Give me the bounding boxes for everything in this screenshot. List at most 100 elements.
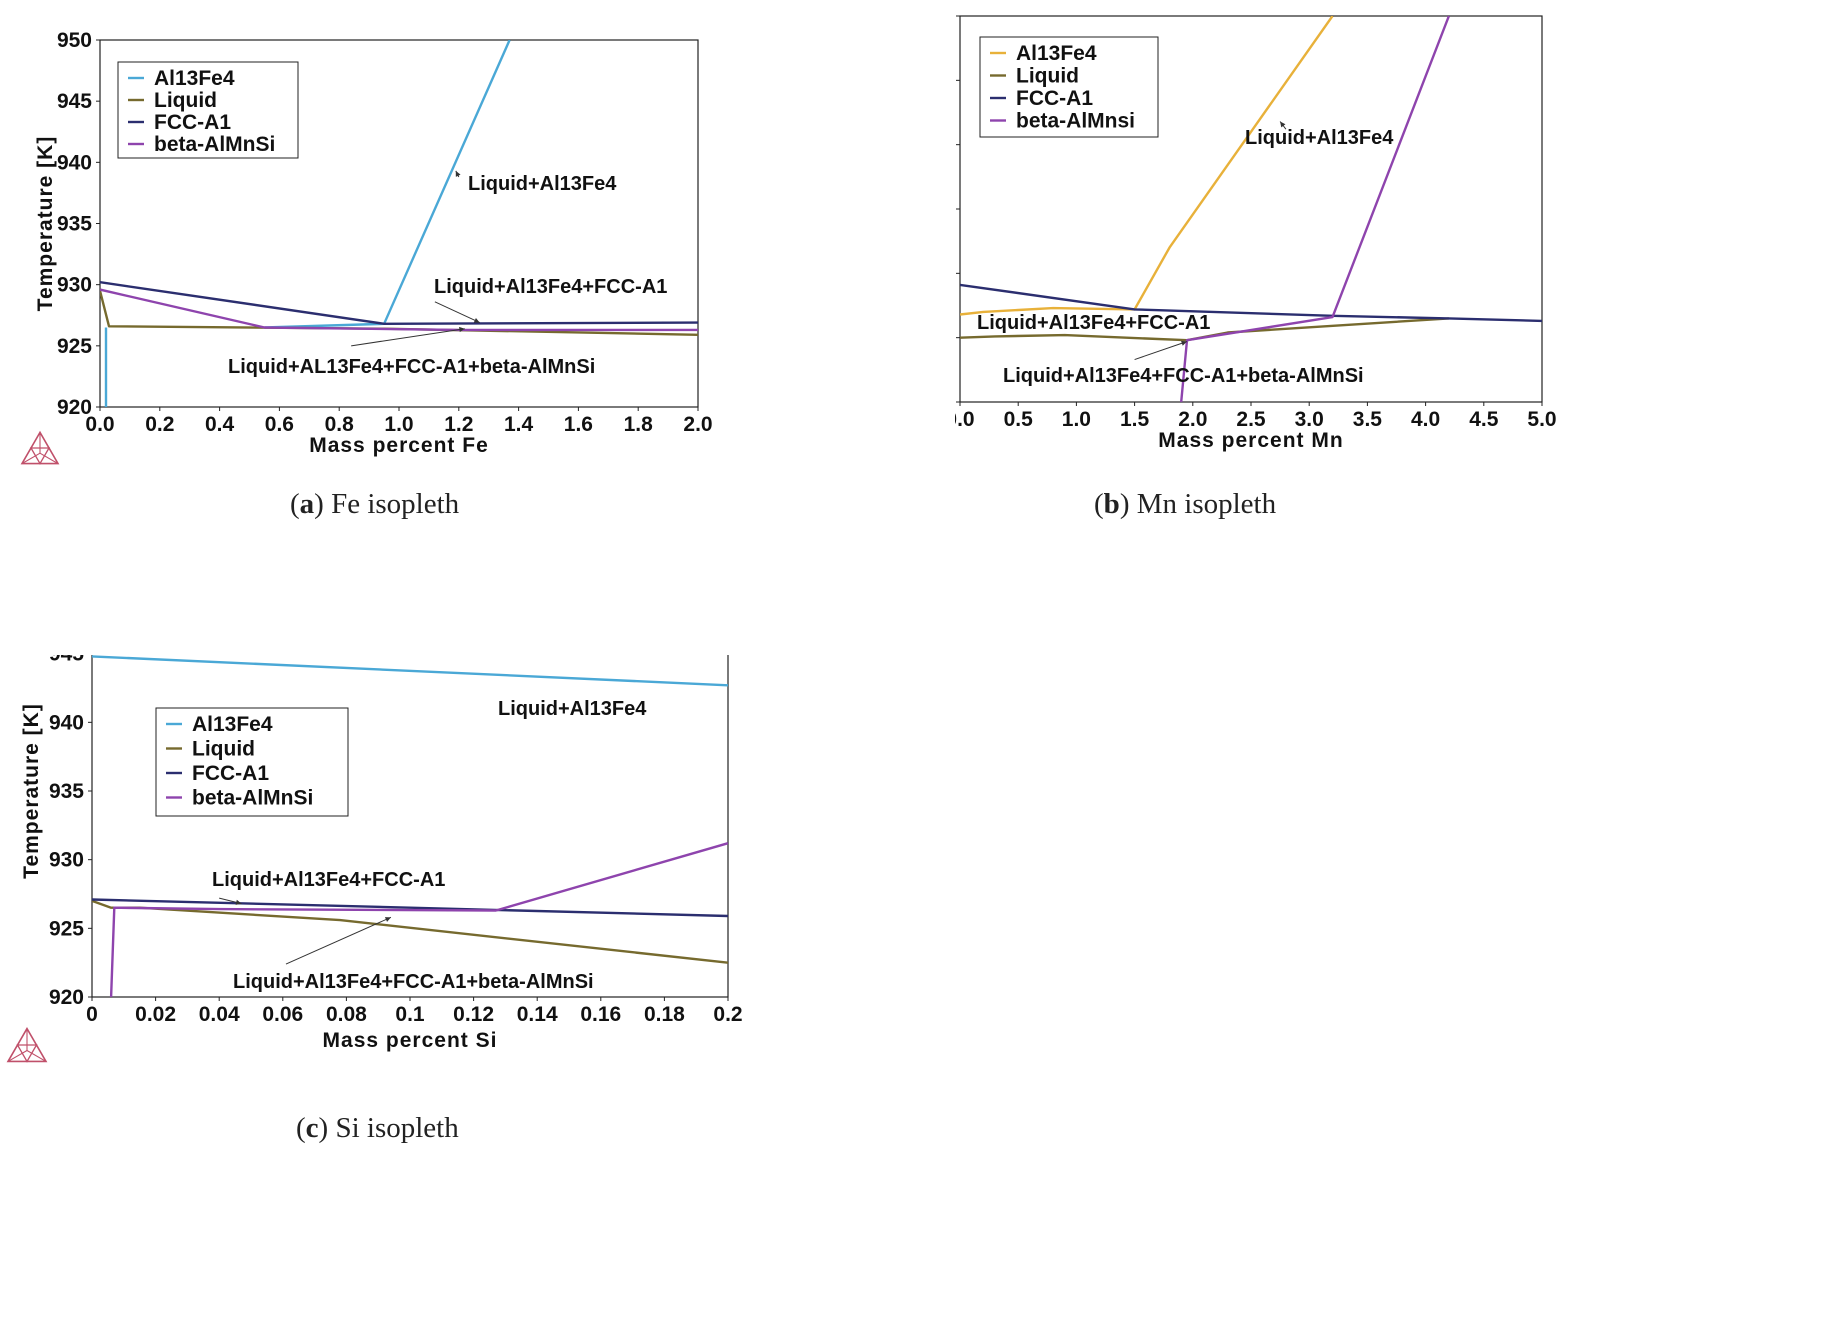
annotation-arrow — [285, 916, 392, 965]
logo-spoke — [21, 452, 41, 465]
caption-letter: a — [299, 488, 315, 520]
caption-letter: b — [1103, 488, 1120, 520]
x-tick-label: 0 — [86, 1003, 98, 1026]
x-tick-label: 0.06 — [262, 1003, 303, 1026]
legend-label-beta-almnsi: beta-AlMnsi — [1016, 110, 1135, 133]
x-tick-label: 1.8 — [624, 413, 654, 436]
caption-text: Fe isopleth — [331, 488, 460, 520]
annotation-arrow — [434, 301, 480, 324]
logo-spoke — [7, 1050, 28, 1062]
x-tick-label: 0.4 — [205, 413, 235, 436]
logo-icon — [20, 430, 60, 465]
x-axis-title: Mass percent Si — [323, 1029, 498, 1052]
x-tick-label: 0.02 — [135, 1003, 176, 1026]
annotation-arrowhead — [384, 917, 391, 922]
annotation-label: Liquid+Al13Fe4+FCC-A1 — [212, 869, 445, 891]
x-tick-label: 0.2 — [713, 1003, 742, 1026]
chart-mn-isopleth: 0.00.51.01.52.02.53.03.54.04.55.09209259… — [832, 5, 1557, 461]
x-tick-label: 0.18 — [644, 1003, 685, 1026]
x-tick-label: 3.0 — [1295, 408, 1324, 431]
annotation-arrowhead — [235, 899, 242, 905]
annotation-arrowhead — [473, 317, 480, 323]
annotation-label: Liquid+Al13Fe4+FCC-A1 — [977, 312, 1210, 334]
legend-label-fcc-a1: FCC-A1 — [154, 111, 231, 134]
series-line-beta-almnsi — [100, 288, 698, 332]
legend-label-beta-almnsi: beta-AlMnSi — [154, 133, 275, 156]
y-tick-label: 940 — [57, 151, 92, 174]
series-group — [960, 16, 1542, 402]
y-tick-label: 930 — [57, 274, 92, 297]
caption-text: Mn isopleth — [1136, 488, 1277, 520]
panel-fe-isopleth: 0.0 0.2 0.4 0.6 0.8 1.0 1.2 1.4 1.6 1.8 2.0 920 925 9… — [0, 0, 880, 560]
series-group — [100, 40, 698, 407]
series-line-beta-almnsi — [1180, 16, 1451, 402]
series-line-fcc-a1 — [100, 281, 698, 325]
annotation-label: Liquid+Al13Fe4 — [468, 173, 617, 195]
caption-text: Si isopleth — [335, 1112, 459, 1144]
legend-label-fcc-a1: FCC-A1 — [1016, 87, 1093, 110]
x-tick-label: 0.16 — [580, 1003, 621, 1026]
y-axis-title: Temperature [K] — [34, 136, 57, 312]
annotation-label: Liquid+Al13Fe4+FCC-A1 — [434, 276, 667, 298]
legend-label-al13fe4: Al13Fe4 — [1016, 42, 1097, 65]
annotation-arrowhead — [1280, 121, 1286, 128]
x-axis-title: Mass percent Fe — [309, 434, 489, 457]
chart-fe-isopleth: 0.0 0.2 0.4 0.6 0.8 1.0 1.2 1.4 1.6 1.8 2.0 920 925 9… — [20, 29, 713, 465]
x-tick-label: 1.0 — [384, 413, 413, 436]
logo-spoke — [39, 452, 59, 465]
series-line-fcc-a1 — [92, 898, 728, 918]
x-tick-label: 0.8 — [325, 413, 355, 436]
annotation-arrow — [1134, 341, 1188, 361]
annotation-arrow — [351, 328, 465, 347]
annotation-label: Liquid+Al13Fe4 — [1245, 127, 1394, 149]
x-tick-label: 3.5 — [1353, 408, 1383, 431]
y-tick-label: 920 — [57, 396, 92, 419]
y-axis-title: Temperature [K] — [20, 703, 43, 879]
plot-group: 0.00.51.01.52.02.53.03.54.04.55.09209259… — [832, 5, 1557, 461]
panel-mn-isopleth: 0.00.51.01.52.02.53.03.54.04.55.09209259… — [832, 0, 1839, 560]
y-tick-label: 950 — [57, 29, 92, 52]
x-tick-label: 1.5 — [1120, 408, 1150, 431]
x-tick-label: 4.0 — [1411, 408, 1440, 431]
logo-icon — [6, 1026, 48, 1063]
x-tick-label: 0.14 — [517, 1003, 558, 1026]
legend-label-liquid: Liquid — [192, 738, 255, 761]
legend-label-al13fe4: Al13Fe4 — [192, 713, 273, 736]
panel-si-isopleth: 0 0.02 0.04 0.06 0.08 0.1 0.12 0.14 0.16 0.18 0.2 9… — [0, 574, 880, 1343]
series-line-liquid — [100, 290, 698, 336]
annotation-label: Liquid+Al13Fe4+FCC-A1+beta-AlMnSi — [233, 971, 594, 993]
legend-label-al13fe4: Al13Fe4 — [154, 67, 235, 90]
legend-box — [979, 36, 1159, 138]
legend-box — [117, 61, 299, 159]
x-tick-label: 4.5 — [1469, 408, 1499, 431]
x-tick-label: 0.1 — [395, 1003, 425, 1026]
legend-label-fcc-a1: FCC-A1 — [192, 762, 269, 785]
series-line-al13fe4 — [960, 16, 1334, 316]
annotation-arrowhead — [459, 326, 465, 333]
x-tick-label: 5.0 — [1527, 408, 1556, 431]
x-tick-label: 1.6 — [564, 413, 593, 436]
plot-group: 0.0 0.2 0.4 0.6 0.8 1.0 1.2 1.4 1.6 1.8 2.0 920 925 9… — [20, 29, 713, 465]
x-tick-label: 2.0 — [683, 413, 712, 436]
annotation-label: Liquid+Al13Fe4+FCC-A1+beta-AlMnSi — [1003, 365, 1364, 387]
annotation-label: Liquid+Al13Fe4 — [498, 698, 647, 720]
series-line-al13fe4 — [92, 655, 728, 687]
x-axis-title: Mass percent Mn — [1158, 429, 1343, 452]
series-group — [92, 655, 728, 997]
y-tick-label: 920 — [49, 986, 84, 1009]
y-tick-label: 945 — [57, 90, 92, 113]
annotation-label: Liquid+AL13Fe4+FCC-A1+beta-AlMnSi — [228, 356, 595, 378]
x-tick-label: 1.2 — [444, 413, 473, 436]
plot-group: 0 0.02 0.04 0.06 0.08 0.1 0.12 0.14 0.16 0.18 0.2 9… — [6, 574, 743, 1063]
series-line-beta-almnsi — [109, 842, 728, 997]
series-line-liquid — [960, 317, 1449, 342]
y-tick-label: 940 — [49, 711, 84, 734]
y-tick-label: 930 — [49, 849, 84, 872]
caption-b: (b) Mn isopleth — [1094, 488, 1277, 520]
x-tick-label: 1.0 — [1062, 408, 1091, 431]
x-tick-label: 0.12 — [453, 1003, 494, 1026]
y-tick-label: 925 — [49, 917, 84, 940]
x-tick-label: 2.0 — [1178, 408, 1207, 431]
caption-c: (c) Si isopleth — [296, 1112, 459, 1144]
annotation-arrowhead — [455, 170, 461, 177]
